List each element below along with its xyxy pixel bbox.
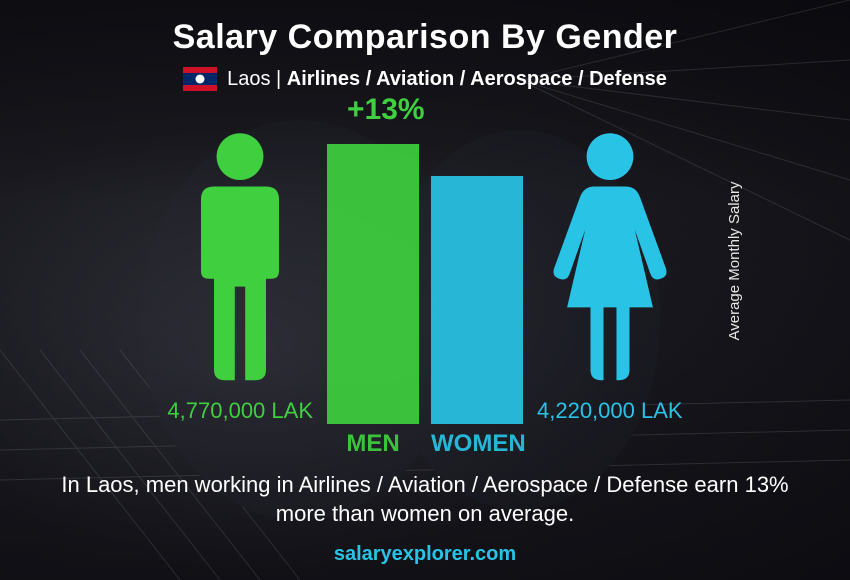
page-title: Salary Comparison By Gender [173, 18, 678, 57]
men-bar-label: MEN [327, 430, 419, 458]
subtitle: Laos | Airlines / Aviation / Aerospace /… [227, 68, 667, 91]
separator: | [276, 68, 287, 90]
men-bar: MEN [327, 144, 419, 424]
footer-site: salaryexplorer.com [334, 543, 516, 566]
men-group: 4,770,000 LAK MEN [167, 128, 419, 424]
men-salary-label: 4,770,000 LAK [167, 398, 313, 424]
women-bar-label: WOMEN [431, 430, 523, 458]
description-text: In Laos, men working in Airlines / Aviat… [35, 470, 815, 529]
chart-area: +13% Average Monthly Salary 4,770,000 LA… [30, 99, 820, 424]
pct-difference-label: +13% [347, 93, 425, 127]
women-salary-label: 4,220,000 LAK [537, 398, 683, 424]
sector-label: Airlines / Aviation / Aerospace / Defens… [287, 68, 667, 90]
man-icon [175, 128, 305, 388]
women-group: WOMEN 4,220,000 LAK [431, 128, 683, 424]
subtitle-row: Laos | Airlines / Aviation / Aerospace /… [183, 67, 667, 91]
country-label: Laos [227, 68, 270, 90]
men-person-col: 4,770,000 LAK [167, 128, 313, 424]
woman-icon [545, 128, 675, 388]
laos-flag-icon [183, 67, 217, 91]
container: Salary Comparison By Gender Laos | Airli… [0, 0, 850, 580]
y-axis-label: Average Monthly Salary [726, 182, 743, 341]
women-person-col: 4,220,000 LAK [537, 128, 683, 424]
women-bar: WOMEN [431, 176, 523, 424]
